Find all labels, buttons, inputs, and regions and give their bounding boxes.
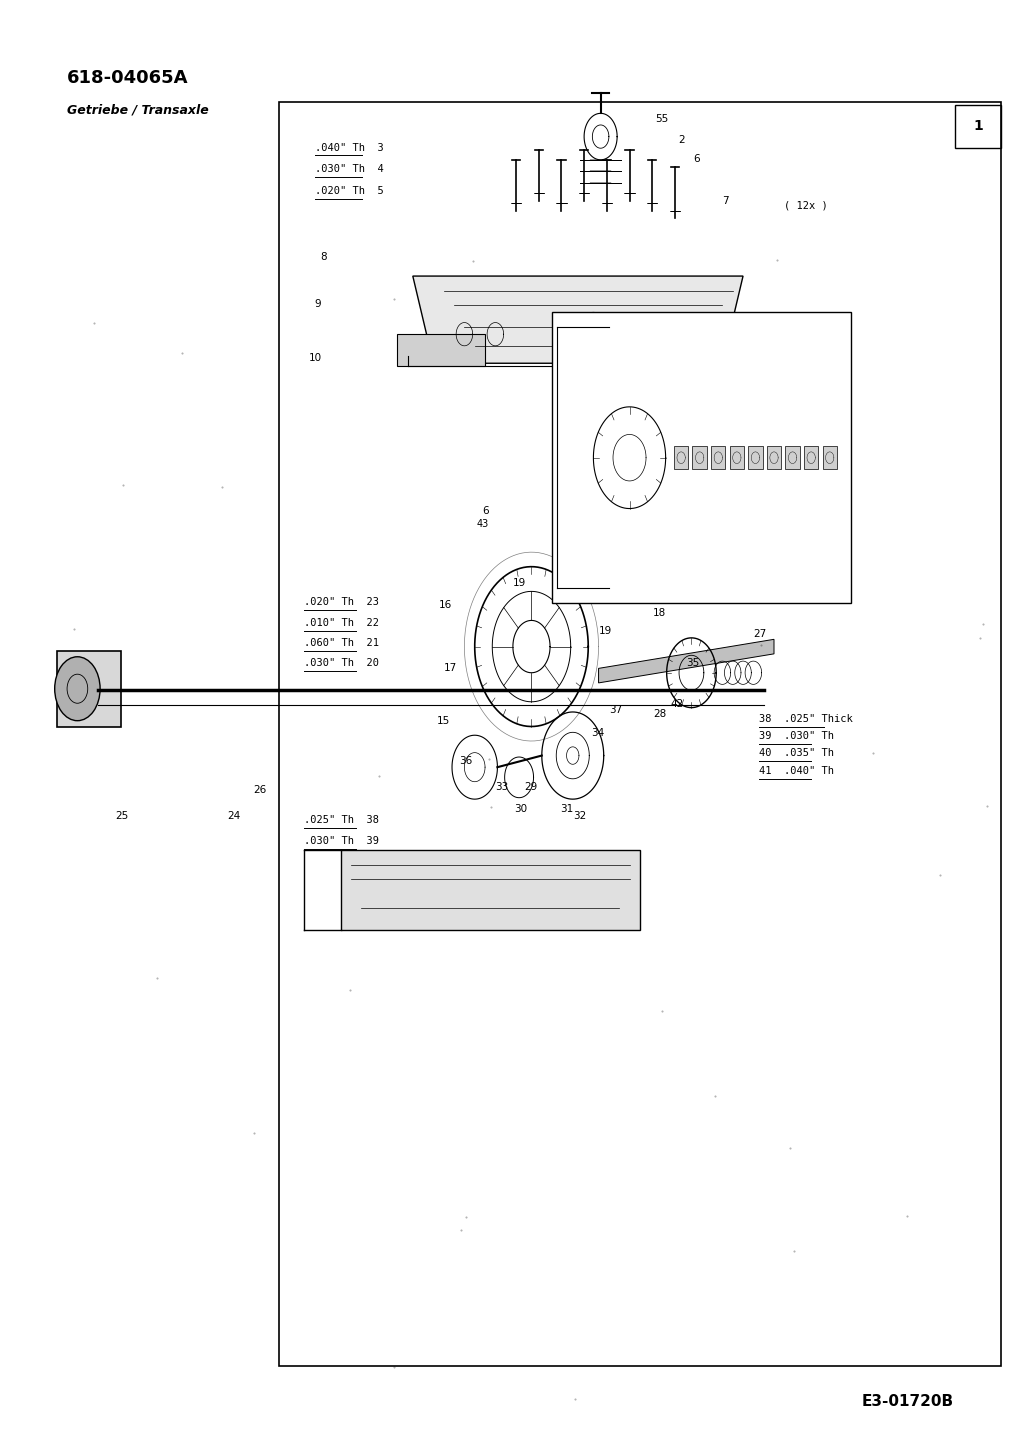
Text: 24: 24	[227, 811, 240, 821]
Bar	[279, 102, 1001, 1366]
Text: 31: 31	[560, 804, 574, 814]
Text: ( 12x ): ( 12x )	[784, 201, 828, 211]
Text: .020" Th  23: .020" Th 23	[304, 597, 380, 607]
Text: 30: 30	[514, 804, 527, 814]
Text: 40  .035" Th: 40 .035" Th	[759, 748, 834, 758]
Text: 10: 10	[309, 353, 322, 363]
Text: 52: 52	[772, 545, 784, 555]
Text: 18: 18	[653, 607, 667, 618]
Text: .060" Th  21: .060" Th 21	[304, 638, 380, 648]
Text: .020" Th  5: .020" Th 5	[315, 186, 384, 196]
Text: E3-01720B: E3-01720B	[862, 1395, 955, 1409]
Bar	[552, 312, 851, 603]
Text: 15: 15	[437, 716, 450, 726]
Text: 6: 6	[482, 506, 488, 516]
Bar	[730, 446, 744, 469]
Bar	[767, 446, 781, 469]
Text: 53: 53	[733, 542, 745, 552]
Text: 29: 29	[524, 782, 538, 792]
Text: 54: 54	[555, 565, 568, 575]
Text: 25: 25	[116, 811, 129, 821]
Text: 19: 19	[599, 626, 612, 636]
Text: 35: 35	[686, 658, 700, 668]
Bar	[823, 446, 837, 469]
Text: 27: 27	[753, 629, 767, 639]
Text: Getriebe / Transaxle: Getriebe / Transaxle	[67, 103, 208, 116]
Polygon shape	[341, 850, 640, 930]
Text: 44: 44	[671, 571, 683, 581]
Circle shape	[55, 657, 100, 721]
Text: 42: 42	[671, 699, 684, 709]
Polygon shape	[599, 639, 774, 683]
Text: .040" Th  3: .040" Th 3	[315, 142, 384, 153]
Text: 1: 1	[973, 119, 982, 134]
Text: 8: 8	[627, 578, 634, 588]
Bar	[57, 651, 121, 726]
Text: 33: 33	[495, 782, 509, 792]
Text: 32: 32	[573, 811, 586, 821]
Text: 43: 43	[477, 519, 489, 529]
Text: 9: 9	[315, 299, 321, 309]
Text: 12: 12	[745, 519, 759, 529]
Text: 51: 51	[798, 556, 810, 567]
Bar	[692, 446, 707, 469]
Bar	[804, 446, 818, 469]
Text: 13: 13	[745, 536, 759, 546]
Text: 46: 46	[647, 575, 659, 586]
Text: 39  .030" Th: 39 .030" Th	[759, 731, 834, 741]
Text: .030" Th  4: .030" Th 4	[315, 164, 384, 174]
Bar	[674, 446, 688, 469]
Bar	[711, 446, 725, 469]
Polygon shape	[413, 276, 743, 363]
Text: 50: 50	[753, 559, 766, 570]
Bar	[748, 446, 763, 469]
Bar	[676, 487, 753, 574]
Text: 48: 48	[769, 559, 781, 570]
Text: .030" Th  39: .030" Th 39	[304, 835, 380, 846]
Text: 45: 45	[798, 583, 810, 593]
Text: 47: 47	[786, 571, 799, 581]
Text: 6: 6	[694, 154, 700, 164]
Text: 8: 8	[320, 251, 326, 262]
Text: 19: 19	[513, 578, 526, 588]
Text: 11: 11	[753, 501, 767, 511]
Text: .030" Th  20: .030" Th 20	[304, 658, 380, 668]
Text: 618-04065A: 618-04065A	[67, 70, 189, 87]
Text: 14: 14	[745, 554, 759, 564]
Bar	[955, 105, 1001, 148]
Text: 37: 37	[609, 705, 622, 715]
Text: 17: 17	[444, 663, 457, 673]
Text: 16: 16	[439, 600, 452, 610]
Text: 41  .040" Th: 41 .040" Th	[759, 766, 834, 776]
Text: 55: 55	[655, 113, 669, 124]
Text: 34: 34	[591, 728, 605, 738]
Text: 49: 49	[607, 583, 619, 593]
Text: .010" Th  22: .010" Th 22	[304, 618, 380, 628]
Text: 38  .025" Thick: 38 .025" Thick	[759, 713, 852, 724]
Text: 7: 7	[722, 196, 729, 206]
Polygon shape	[397, 334, 485, 366]
Bar	[785, 446, 800, 469]
Text: 36: 36	[459, 756, 473, 766]
Text: .025" Th  38: .025" Th 38	[304, 815, 380, 825]
Text: 26: 26	[253, 785, 266, 795]
Text: 2: 2	[678, 135, 684, 145]
Text: 28: 28	[653, 709, 667, 719]
